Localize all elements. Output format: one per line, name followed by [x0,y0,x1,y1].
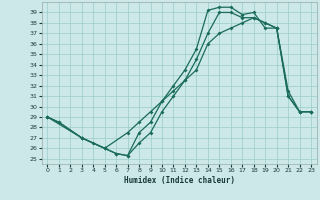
X-axis label: Humidex (Indice chaleur): Humidex (Indice chaleur) [124,176,235,185]
